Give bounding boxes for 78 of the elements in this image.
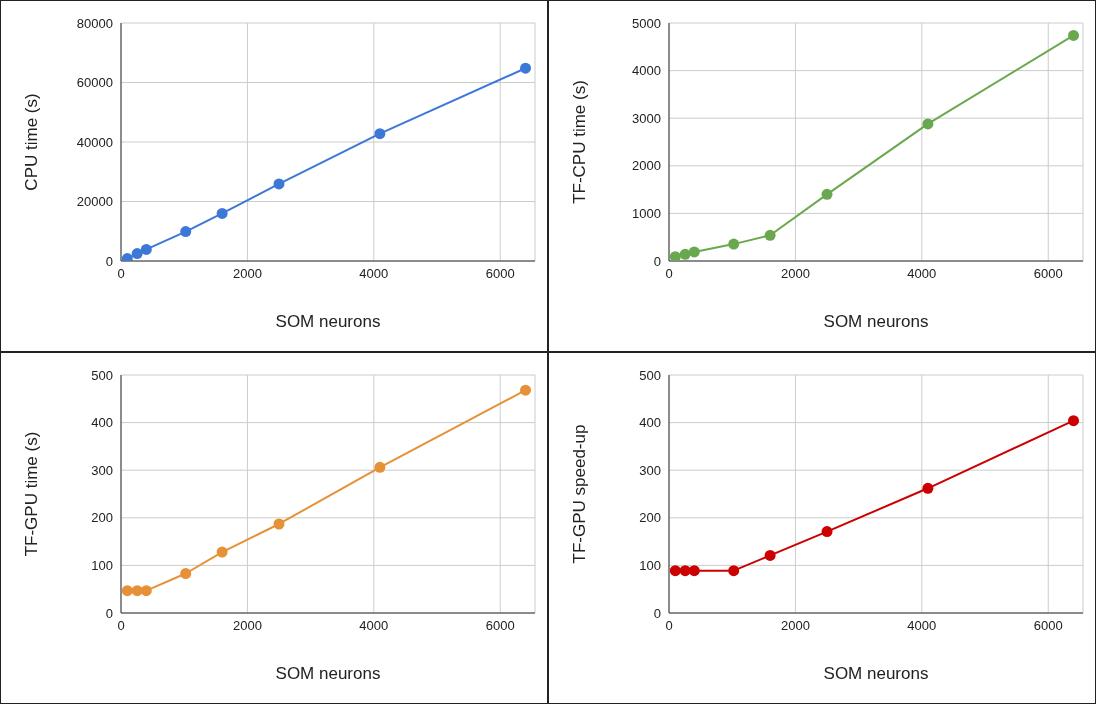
point <box>728 565 740 577</box>
point <box>273 178 285 190</box>
y-tick-label: 200 <box>639 510 661 526</box>
point <box>216 546 228 558</box>
y-tick-label: 40000 <box>76 134 113 150</box>
x-tick-label: 4000 <box>359 618 389 634</box>
point <box>520 384 532 396</box>
y-tick-label: 0 <box>653 253 661 269</box>
x-axis-title: SOM neurons <box>823 312 929 331</box>
y-tick-label: 5000 <box>632 15 661 31</box>
y-tick-label: 3000 <box>632 110 661 126</box>
point <box>374 461 386 473</box>
x-tick-label: 6000 <box>1033 618 1063 634</box>
y-axis-title: CPU time (s) <box>22 93 42 191</box>
y-tick-label: 20000 <box>76 194 113 210</box>
point <box>374 128 386 140</box>
x-tick-label: 2000 <box>232 618 262 634</box>
y-tick-label: 60000 <box>76 75 113 91</box>
point <box>180 226 192 238</box>
point <box>728 238 740 250</box>
point <box>140 585 152 597</box>
x-axis-title: SOM neurons <box>823 664 929 683</box>
point <box>922 118 934 130</box>
point <box>688 565 700 577</box>
x-tick-label: 0 <box>665 266 673 282</box>
point <box>688 246 700 258</box>
y-tick-label: 4000 <box>632 63 661 79</box>
y-tick-label: 500 <box>91 367 113 383</box>
y-axis-title: TF-GPU time (s) <box>22 431 42 557</box>
point <box>922 482 934 494</box>
point <box>821 526 833 538</box>
x-tick-label: 6000 <box>485 266 515 282</box>
point <box>121 585 133 597</box>
point <box>131 248 143 260</box>
y-tick-label: 1000 <box>632 206 661 222</box>
y-tick-label: 0 <box>105 605 113 621</box>
y-tick-label: 500 <box>639 367 661 383</box>
y-tick-label: 2000 <box>632 158 661 174</box>
point <box>1068 29 1080 41</box>
x-tick-label: 2000 <box>232 266 262 282</box>
x-tick-label: 0 <box>665 618 673 634</box>
point <box>764 549 776 561</box>
point <box>669 565 681 577</box>
point <box>821 188 833 200</box>
y-tick-label: 0 <box>105 253 113 269</box>
y-tick-label: 100 <box>91 558 113 574</box>
point <box>180 567 192 579</box>
y-tick-label: 0 <box>653 605 661 621</box>
x-axis-title: SOM neurons <box>275 312 381 331</box>
point <box>1068 415 1080 427</box>
y-tick-label: 400 <box>91 415 113 431</box>
point <box>679 248 691 260</box>
x-tick-label: 2000 <box>780 266 810 282</box>
y-tick-label: 300 <box>91 462 113 478</box>
y-tick-label: 80000 <box>76 15 113 31</box>
point <box>216 207 228 219</box>
x-tick-label: 4000 <box>359 266 389 282</box>
x-tick-label: 0 <box>117 266 125 282</box>
x-axis-title: SOM neurons <box>275 664 381 683</box>
x-tick-label: 6000 <box>485 618 515 634</box>
x-tick-label: 4000 <box>907 266 937 282</box>
y-axis-title: TF-GPU speed-up <box>570 424 590 564</box>
x-tick-label: 2000 <box>780 618 810 634</box>
point <box>520 62 532 74</box>
y-axis-title: TF-CPU time (s) <box>570 80 590 204</box>
point <box>764 229 776 241</box>
point <box>140 243 152 255</box>
point <box>669 251 681 261</box>
y-tick-label: 100 <box>639 558 661 574</box>
x-tick-label: 4000 <box>907 618 937 634</box>
y-tick-label: 400 <box>639 415 661 431</box>
y-tick-label: 200 <box>91 510 113 526</box>
x-tick-label: 0 <box>117 618 125 634</box>
x-tick-label: 6000 <box>1033 266 1063 282</box>
point <box>131 585 143 597</box>
point <box>679 565 691 577</box>
y-tick-label: 300 <box>639 462 661 478</box>
point <box>273 518 285 530</box>
